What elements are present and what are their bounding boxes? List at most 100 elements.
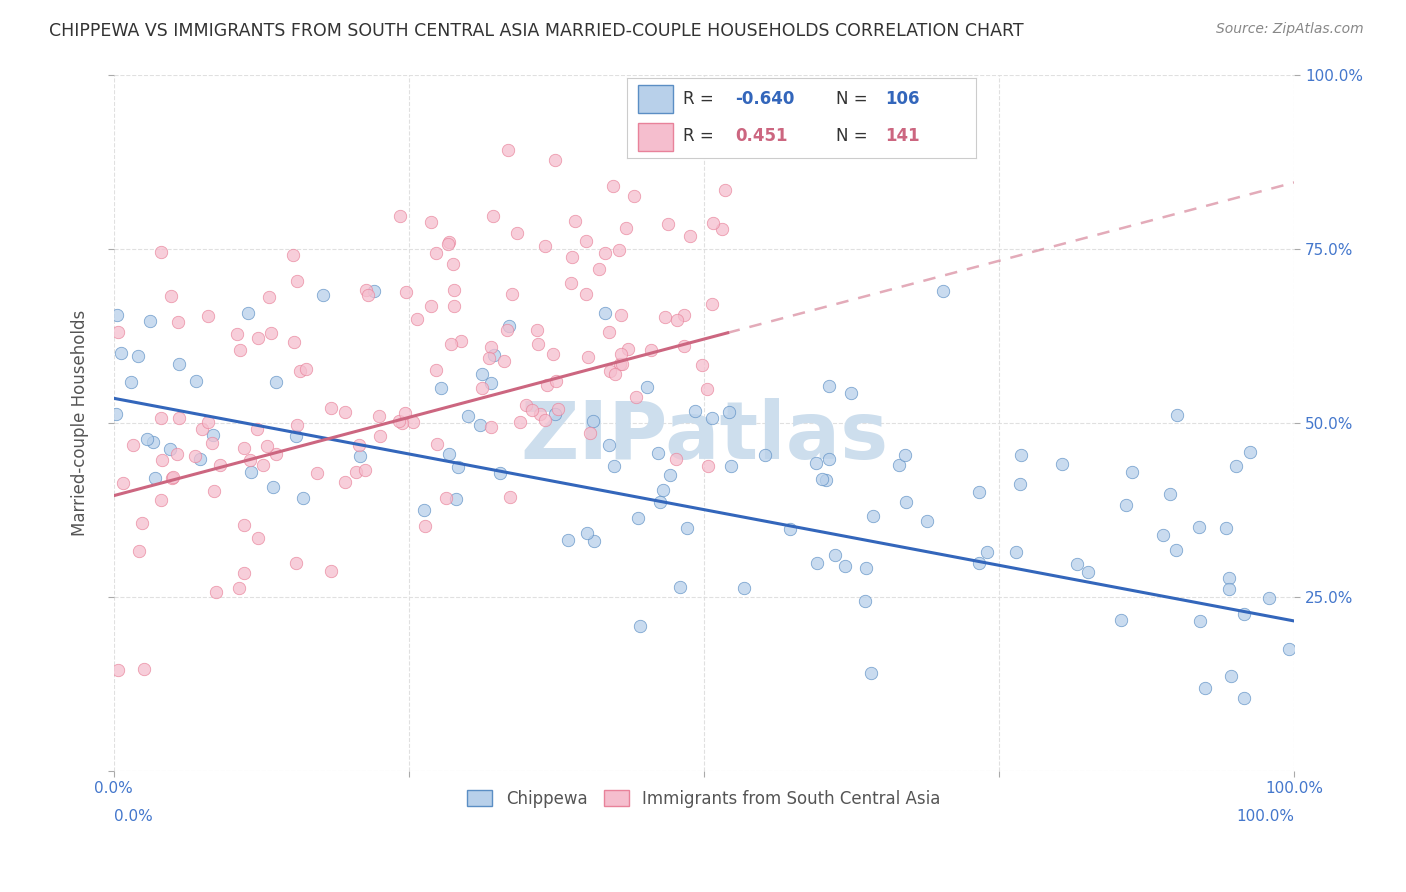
Point bbox=[257, 290, 280, 304]
Point bbox=[536, 378, 558, 392]
Point bbox=[896, 495, 918, 509]
Point bbox=[1257, 591, 1279, 605]
Point bbox=[598, 325, 620, 339]
Point bbox=[292, 491, 315, 505]
Point bbox=[149, 245, 172, 260]
Point bbox=[718, 405, 741, 419]
Point bbox=[239, 453, 262, 467]
Point bbox=[733, 581, 755, 595]
Point bbox=[696, 382, 718, 396]
Point bbox=[285, 418, 308, 433]
Point bbox=[232, 518, 254, 533]
Point bbox=[498, 319, 520, 334]
Point bbox=[368, 428, 391, 442]
Point bbox=[120, 376, 142, 390]
Point bbox=[425, 246, 447, 260]
Point bbox=[160, 471, 183, 485]
Point bbox=[824, 548, 846, 562]
Point bbox=[121, 438, 143, 452]
Point bbox=[388, 414, 411, 428]
Point bbox=[209, 458, 232, 472]
Point bbox=[720, 458, 742, 473]
Point bbox=[603, 367, 626, 381]
Point bbox=[479, 340, 502, 354]
Point bbox=[647, 445, 669, 459]
Point bbox=[547, 402, 569, 417]
Point bbox=[478, 351, 501, 366]
Point bbox=[471, 367, 494, 381]
Point bbox=[700, 411, 723, 425]
Point bbox=[529, 408, 551, 422]
Point bbox=[575, 526, 598, 541]
Point bbox=[697, 458, 720, 473]
Point bbox=[1220, 668, 1243, 682]
Point bbox=[426, 436, 449, 450]
Point bbox=[561, 251, 583, 265]
Point bbox=[543, 347, 565, 361]
Point bbox=[162, 470, 184, 484]
Point bbox=[107, 325, 129, 339]
Point bbox=[1188, 614, 1211, 628]
Point bbox=[659, 468, 682, 483]
Point bbox=[437, 447, 460, 461]
Point bbox=[1166, 408, 1188, 422]
Point bbox=[228, 581, 250, 595]
Point bbox=[252, 458, 274, 473]
Point bbox=[498, 490, 520, 504]
Point bbox=[202, 484, 225, 499]
Point bbox=[356, 283, 378, 297]
Point bbox=[419, 214, 441, 228]
Point bbox=[232, 566, 254, 580]
Point bbox=[1005, 545, 1028, 559]
Point bbox=[307, 466, 329, 480]
Point bbox=[167, 410, 190, 425]
Point bbox=[468, 418, 491, 433]
Text: 0.0%: 0.0% bbox=[114, 809, 152, 824]
Point bbox=[650, 495, 672, 509]
Point bbox=[815, 473, 838, 487]
Point bbox=[471, 381, 494, 395]
Point bbox=[610, 357, 633, 371]
Point bbox=[184, 450, 207, 464]
Point bbox=[623, 189, 645, 203]
Point bbox=[575, 234, 598, 248]
Point bbox=[437, 236, 460, 251]
Point bbox=[294, 362, 316, 376]
Point bbox=[142, 434, 165, 449]
Point bbox=[444, 491, 467, 506]
Point bbox=[335, 475, 357, 490]
Point bbox=[576, 350, 599, 364]
Point bbox=[225, 327, 247, 342]
Point bbox=[818, 452, 841, 467]
Point bbox=[666, 312, 689, 326]
Point bbox=[149, 492, 172, 507]
Point bbox=[139, 313, 162, 327]
Point bbox=[1109, 613, 1132, 627]
Point bbox=[312, 287, 335, 301]
Point bbox=[388, 210, 411, 224]
Point bbox=[544, 374, 567, 388]
Point bbox=[107, 663, 129, 677]
Point bbox=[166, 447, 188, 461]
Point bbox=[479, 376, 502, 390]
Point bbox=[1159, 487, 1181, 501]
Point bbox=[430, 381, 453, 395]
Point bbox=[702, 216, 724, 230]
Point bbox=[105, 407, 128, 421]
Point bbox=[853, 593, 876, 607]
Point bbox=[779, 521, 801, 535]
Point bbox=[557, 533, 579, 547]
Point bbox=[617, 342, 640, 356]
Point bbox=[247, 331, 270, 345]
Point bbox=[262, 480, 284, 494]
Point bbox=[406, 312, 429, 326]
Point bbox=[1187, 520, 1209, 534]
Point bbox=[135, 432, 157, 446]
Point bbox=[197, 309, 219, 323]
Point bbox=[665, 452, 688, 467]
Point bbox=[264, 376, 287, 390]
Point bbox=[654, 310, 676, 324]
Point bbox=[205, 585, 228, 599]
Point bbox=[609, 357, 631, 371]
Point bbox=[522, 403, 544, 417]
